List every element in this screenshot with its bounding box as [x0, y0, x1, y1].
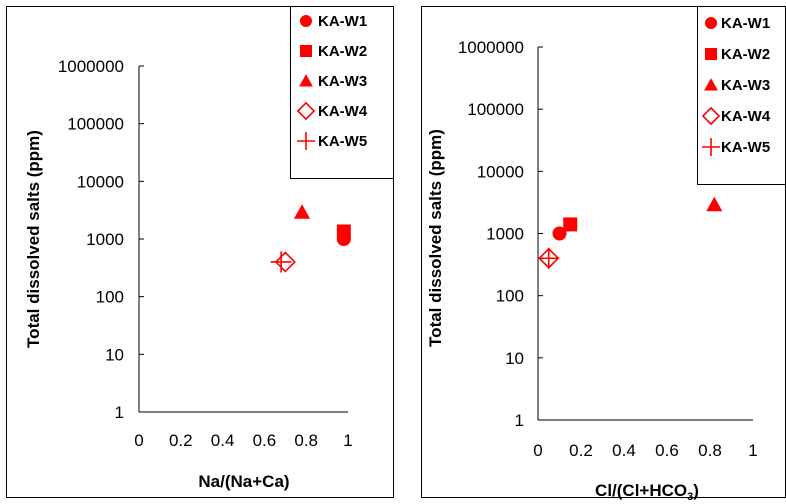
left-legend-marker	[300, 45, 312, 57]
left-x-tick-label: 0	[134, 431, 143, 450]
left-legend-item: KA-W2	[300, 43, 367, 60]
right-x-tick-label: 0.4	[612, 441, 636, 460]
right-x-ticks: 0 0.2 0.4 0.6 0.8 1	[533, 441, 757, 460]
right-point-ka-w1	[552, 226, 567, 241]
left-x-tick-label: 0.6	[253, 431, 277, 450]
right-y-axis-title: Total dissolved salts (ppm)	[426, 129, 445, 347]
left-y-tick-label: 10000	[77, 172, 124, 191]
left-legend-item: KA-W3	[299, 73, 367, 90]
right-legend-item: KA-W2	[705, 46, 770, 63]
right-x-axis-title-main: Cl/(Cl+HCO	[595, 481, 687, 500]
right-y-tick-label: 1000000	[458, 38, 524, 57]
right-legend-item: KA-W3	[704, 77, 770, 94]
left-legend-label: KA-W4	[318, 103, 368, 120]
right-data-points	[538, 196, 723, 269]
left-y-tick-label: 1000000	[58, 57, 124, 76]
left-point-ka-w2	[336, 224, 351, 239]
right-x-tick-label: 0	[533, 441, 542, 460]
left-y-axis-title: Total dissolved salts (ppm)	[24, 130, 43, 348]
right-y-tick-label: 100000	[467, 100, 524, 119]
right-x-tick-label: 1	[748, 441, 757, 460]
right-legend-label: KA-W1	[721, 15, 770, 32]
right-legend-box	[697, 6, 786, 185]
left-data-points	[270, 204, 351, 273]
left-legend-marker	[299, 74, 313, 87]
left-y-tick-label: 100000	[67, 115, 124, 134]
right-legend-item: KA-W1	[705, 15, 770, 32]
left-x-tick-label: 0.2	[169, 431, 193, 450]
right-x-axis-title-sub: 3	[687, 491, 693, 503]
left-x-tick-label: 0.8	[294, 431, 318, 450]
left-legend-label: KA-W2	[318, 43, 367, 60]
left-x-axis-title: Na/(Na+Ca)	[198, 472, 289, 491]
left-legend-label: KA-W1	[318, 13, 367, 30]
right-y-tick-label: 10	[505, 349, 524, 368]
right-point-ka-w5	[538, 247, 560, 269]
left-y-ticks: 1 10 100 1000 10000 100000 1000000	[58, 57, 144, 422]
left-legend-label: KA-W3	[318, 73, 367, 90]
left-y-tick-label: 1	[115, 403, 124, 422]
left-legend-box	[290, 6, 394, 179]
left-legend-marker	[297, 132, 315, 150]
left-point-ka-w4	[274, 251, 296, 273]
right-y-ticks: 1 10 100 1000 10000 100000 1000000	[458, 38, 543, 430]
right-legend-label: KA-W2	[721, 46, 770, 63]
right-x-axis-title-end: )	[693, 481, 699, 500]
left-chart-frame	[6, 6, 394, 498]
left-point-ka-w5	[270, 251, 292, 273]
right-legend: KA-W1 KA-W2 KA-W3 KA-W4 KA-W5	[697, 6, 786, 185]
left-y-tick-label: 1000	[86, 230, 124, 249]
right-legend-item: KA-W5	[702, 138, 770, 156]
left-legend-item: KA-W1	[300, 13, 367, 30]
left-y-tick-label: 10	[105, 345, 124, 364]
right-legend-marker	[701, 106, 721, 126]
right-x-tick-label: 0.2	[569, 441, 593, 460]
left-x-tick-label: 0.4	[211, 431, 235, 450]
right-legend-marker	[704, 78, 718, 91]
left-legend: KA-W1 KA-W2 KA-W3 KA-W4 KA-W5	[290, 6, 394, 179]
right-legend-label: KA-W5	[721, 139, 770, 156]
right-x-axis-title: Cl/(Cl+HCO3)	[595, 481, 699, 503]
left-legend-item: KA-W4	[296, 101, 368, 121]
right-point-ka-w3	[706, 196, 723, 212]
right-legend-label: KA-W4	[721, 108, 771, 125]
left-x-tick-label: 1	[343, 431, 352, 450]
right-x-tick-label: 0.8	[698, 441, 722, 460]
right-y-tick-label: 100	[496, 287, 524, 306]
right-legend-marker	[702, 138, 720, 156]
left-legend-marker	[300, 15, 312, 27]
right-legend-label: KA-W3	[721, 77, 770, 94]
left-y-tick-label: 100	[96, 288, 124, 307]
right-legend-item: KA-W4	[701, 106, 771, 126]
left-point-ka-w3	[293, 204, 311, 219]
right-y-tick-label: 1000	[486, 225, 524, 244]
right-legend-marker	[705, 17, 717, 29]
left-legend-marker	[296, 101, 316, 121]
right-x-tick-label: 0.6	[655, 441, 679, 460]
right-point-ka-w2	[563, 217, 578, 232]
right-y-tick-label: 1	[515, 411, 524, 430]
right-y-tick-label: 10000	[477, 162, 524, 181]
left-legend-label: KA-W5	[318, 133, 367, 150]
left-x-ticks: 0 0.2 0.4 0.6 0.8 1	[134, 431, 352, 450]
left-legend-item: KA-W5	[297, 132, 367, 150]
right-legend-marker	[705, 48, 717, 60]
